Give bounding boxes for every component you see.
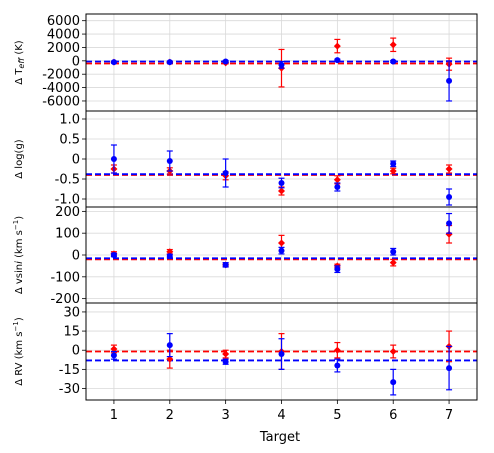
data-point-logg-blue-5 bbox=[334, 184, 341, 190]
x-tick-label-2: 2 bbox=[166, 408, 174, 423]
y-axis-label-prefix-vsini: Δ vsin bbox=[14, 264, 25, 294]
y-tick-label-teff-2: 2000 bbox=[47, 41, 80, 56]
x-tick-label-6: 6 bbox=[389, 408, 397, 423]
data-point-teff-blue-2 bbox=[166, 59, 173, 66]
y-axis-label-end-rv: ) bbox=[14, 317, 25, 321]
y-axis-label-sup-vsini: −1 bbox=[12, 220, 20, 230]
data-layer-vsini bbox=[86, 212, 477, 274]
x-axis-title: Target bbox=[259, 430, 300, 445]
data-point-teff-red-6 bbox=[389, 41, 397, 49]
data-point-logg-blue-7 bbox=[446, 194, 453, 200]
y-tick-label-teff-6: -6000 bbox=[42, 94, 80, 109]
y-axis-label-prefix-teff: Δ T bbox=[14, 68, 25, 85]
y-tick-label-teff-3: 0 bbox=[72, 54, 80, 69]
y-tick-label-teff-4: -2000 bbox=[42, 68, 80, 83]
data-point-vsini-blue-7 bbox=[446, 220, 453, 227]
panel-rv: 30 15 0 -15 -30 Δ RV (km s−1) bbox=[12, 302, 478, 401]
y-axis-label-suffix-vsini: (km s bbox=[14, 230, 25, 261]
y-tick-label-logg-3: -0.5 bbox=[55, 173, 80, 188]
y-axis-label-teff: Δ Teff (K) bbox=[14, 40, 26, 84]
data-point-vsini-blue-1 bbox=[110, 252, 117, 258]
data-point-rv-red-5 bbox=[333, 346, 341, 354]
data-point-logg-blue-4 bbox=[278, 180, 285, 186]
data-point-rv-blue-7 bbox=[446, 365, 453, 372]
data-point-rv-blue-4 bbox=[278, 351, 285, 358]
data-point-teff-blue-6 bbox=[390, 58, 397, 65]
x-tick-label-7: 7 bbox=[445, 408, 453, 423]
data-point-logg-blue-1 bbox=[110, 156, 117, 162]
data-point-logg-red-5 bbox=[333, 176, 341, 184]
y-tick-label-logg-2: 0 bbox=[72, 153, 80, 168]
y-tick-label-logg-1: 0.5 bbox=[59, 133, 80, 148]
x-tick-label-1: 1 bbox=[110, 408, 118, 423]
data-point-vsini-red-6 bbox=[389, 259, 397, 267]
data-point-rv-blue-2 bbox=[166, 342, 173, 349]
y-axis-label-italic-vsini: i bbox=[14, 261, 25, 264]
y-tick-label-vsini-3: -100 bbox=[50, 270, 80, 285]
y-axis-label-end-vsini: ) bbox=[14, 216, 25, 220]
data-point-logg-red-4 bbox=[278, 187, 285, 195]
y-tick-label-teff-1: 4000 bbox=[47, 28, 80, 43]
data-point-rv-red-1 bbox=[110, 345, 118, 353]
data-point-logg-blue-6 bbox=[390, 160, 397, 167]
y-axis-label-rv: Δ RV (km s−1) bbox=[12, 317, 25, 386]
data-point-rv-red-6 bbox=[389, 348, 397, 355]
data-point-vsini-red-4 bbox=[278, 239, 285, 247]
data-point-rv-red-2 bbox=[166, 355, 174, 363]
data-point-logg-red-7 bbox=[445, 165, 453, 173]
x-tick-label-5: 5 bbox=[333, 408, 341, 423]
data-point-logg-blue-2 bbox=[166, 158, 173, 164]
y-tick-label-rv-0: 30 bbox=[63, 305, 80, 320]
data-point-teff-blue-1 bbox=[110, 59, 117, 66]
data-point-rv-blue-5 bbox=[334, 362, 341, 369]
x-tick-label-3: 3 bbox=[222, 408, 230, 423]
data-point-vsini-red-7 bbox=[445, 230, 453, 238]
data-point-vsini-blue-5 bbox=[334, 266, 341, 273]
y-tick-label-vsini-0: 200 bbox=[55, 205, 80, 220]
data-point-vsini-blue-6 bbox=[390, 248, 397, 255]
y-axis-label-logg: Δ log(g) bbox=[14, 139, 25, 179]
data-point-rv-blue-6 bbox=[390, 379, 397, 386]
data-point-rv-red-3 bbox=[222, 350, 230, 358]
y-axis-label-prefix-rv: Δ RV (km s bbox=[14, 331, 25, 385]
data-point-rv-blue-3 bbox=[222, 358, 229, 365]
data-point-logg-blue-3 bbox=[222, 170, 229, 176]
y-axis-label-prefix-logg: Δ log(g) bbox=[14, 139, 25, 179]
panel-vsini: 200 100 0 -100 -200 Δ vsini (km s−1) bbox=[12, 205, 478, 307]
data-layer-rv bbox=[86, 330, 477, 396]
panel-logg: 1.0 0.5 0 -0.5 -1.0 Δ log(g) bbox=[14, 110, 478, 208]
data-point-vsini-blue-3 bbox=[222, 261, 229, 268]
y-axis-label-sub-teff: eff bbox=[17, 57, 26, 69]
y-tick-label-teff-5: -4000 bbox=[42, 81, 80, 96]
data-point-teff-blue-7 bbox=[446, 77, 453, 84]
y-tick-label-vsini-4: -200 bbox=[50, 292, 80, 307]
y-tick-label-rv-3: -15 bbox=[59, 363, 80, 378]
data-layer-logg bbox=[86, 144, 477, 206]
x-tick-label-4: 4 bbox=[277, 408, 285, 423]
data-point-teff-red-5 bbox=[333, 42, 341, 50]
y-tick-label-rv-4: -30 bbox=[59, 382, 80, 397]
data-point-teff-blue-3 bbox=[222, 58, 229, 65]
data-point-vsini-blue-2 bbox=[166, 253, 173, 260]
y-tick-label-rv-2: 0 bbox=[72, 344, 80, 359]
y-tick-label-logg-0: 1.0 bbox=[59, 113, 80, 128]
y-tick-label-rv-1: 15 bbox=[63, 325, 80, 340]
y-tick-label-logg-4: -1.0 bbox=[55, 193, 80, 208]
y-axis-label-vsini: Δ vsini (km s−1) bbox=[12, 216, 25, 294]
y-tick-label-vsini-2: 0 bbox=[72, 249, 80, 264]
data-point-vsini-blue-4 bbox=[278, 247, 285, 254]
data-point-rv-blue-1 bbox=[110, 352, 117, 359]
data-point-teff-blue-4 bbox=[278, 61, 285, 68]
y-axis-label-sup-rv: −1 bbox=[12, 321, 20, 331]
data-point-vsini-red-2 bbox=[166, 248, 174, 256]
data-point-teff-blue-5 bbox=[334, 57, 341, 64]
y-axis-label-suffix-teff: (K) bbox=[14, 40, 25, 58]
y-tick-label-vsini-1: 100 bbox=[55, 227, 80, 242]
data-point-logg-red-6 bbox=[389, 167, 397, 175]
data-layer-teff bbox=[86, 37, 477, 102]
y-tick-label-teff-0: 6000 bbox=[47, 14, 80, 29]
